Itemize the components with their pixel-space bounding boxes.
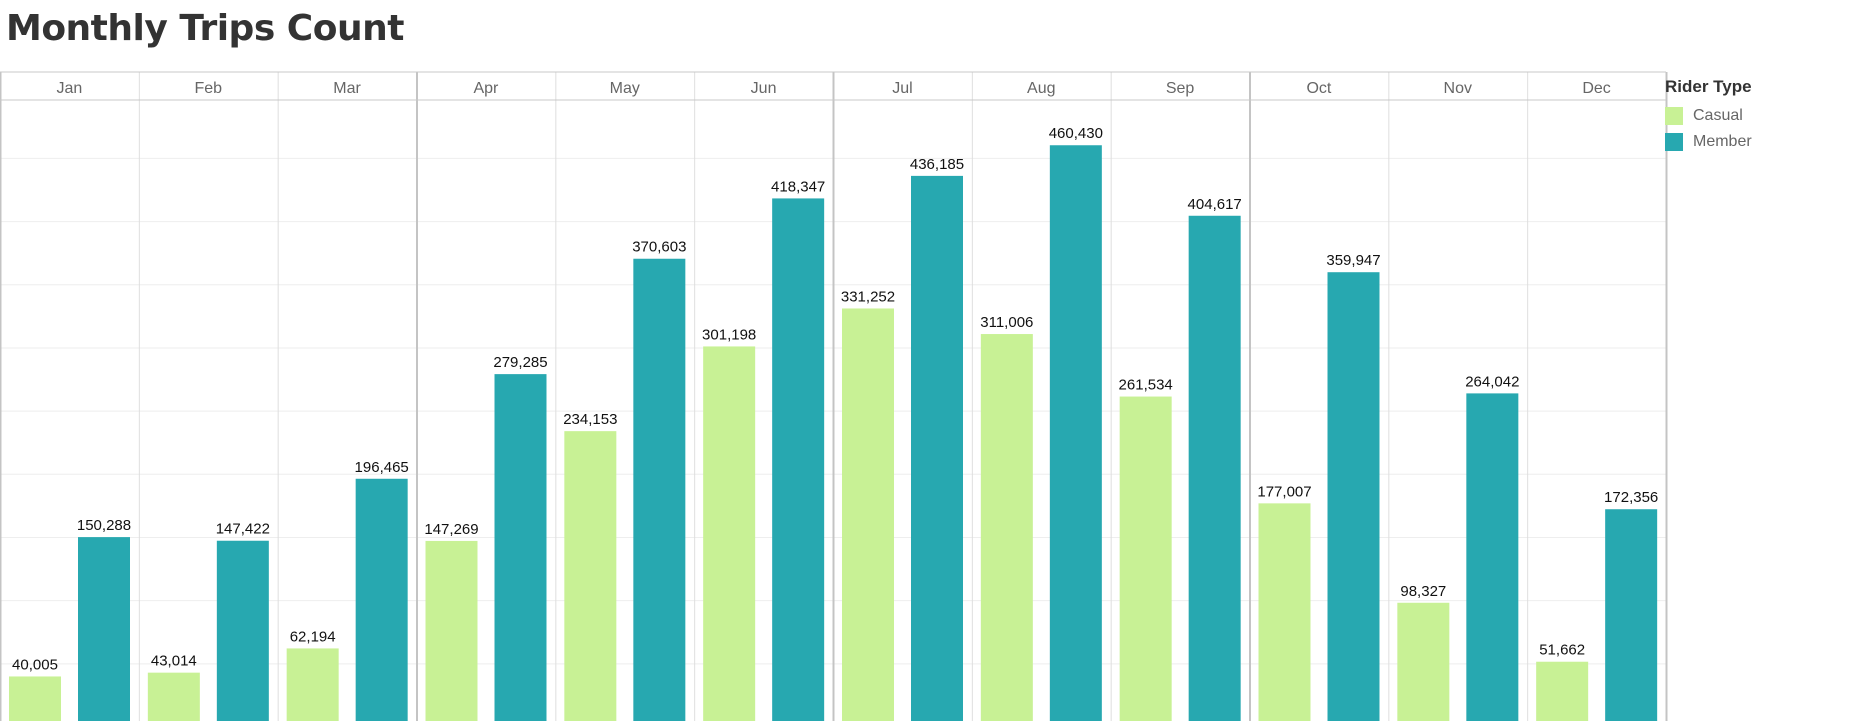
value-label-member-jun: 418,347 xyxy=(771,178,825,195)
bar-member-jul xyxy=(911,175,963,721)
value-label-member-mar: 196,465 xyxy=(355,459,409,476)
legend-swatch-member xyxy=(1665,133,1683,151)
value-label-member-may: 370,603 xyxy=(632,239,686,256)
value-label-member-jan: 150,288 xyxy=(77,517,131,534)
value-label-casual-feb: 43,014 xyxy=(151,653,197,670)
value-label-casual-jul: 331,252 xyxy=(841,288,895,305)
month-label-aug: Aug xyxy=(1027,80,1055,97)
bars xyxy=(9,145,1658,721)
month-label-apr: Apr xyxy=(473,80,499,97)
bar-casual-sep xyxy=(1119,396,1172,721)
value-label-casual-may: 234,153 xyxy=(563,411,617,428)
month-label-feb: Feb xyxy=(194,80,222,97)
legend-label-member: Member xyxy=(1693,133,1752,150)
bar-member-dec xyxy=(1605,509,1658,721)
month-label-nov: Nov xyxy=(1444,80,1472,97)
bar-value-labels: 40,005 43,014 62,194 147,269 234,153 301,198 3… xyxy=(12,125,1658,673)
bar-casual-jun xyxy=(703,346,756,721)
bar-casual-mar xyxy=(286,648,339,721)
legend: Rider Type Casual Member xyxy=(1665,77,1752,155)
month-label-jul: Jul xyxy=(892,80,912,97)
bar-member-aug xyxy=(1049,145,1102,721)
value-label-casual-oct: 177,007 xyxy=(1257,483,1311,500)
grid-lines xyxy=(0,72,1668,721)
month-label-mar: Mar xyxy=(333,80,361,97)
bar-member-nov xyxy=(1466,393,1519,721)
bar-member-oct xyxy=(1327,272,1380,721)
month-label-dec: Dec xyxy=(1582,80,1610,97)
value-label-casual-apr: 147,269 xyxy=(424,521,478,538)
month-label-jan: Jan xyxy=(57,80,83,97)
value-label-member-aug: 460,430 xyxy=(1049,125,1103,142)
month-header: Jan Feb Mar Apr May Jun Jul Aug Sep Oct Nov Dec xyxy=(0,71,1666,101)
value-label-member-apr: 279,285 xyxy=(493,354,547,371)
bar-member-apr xyxy=(494,374,547,721)
month-label-sep: Sep xyxy=(1166,80,1195,97)
bar-casual-apr xyxy=(425,540,478,721)
legend-item-casual[interactable]: Casual xyxy=(1665,103,1752,129)
bar-casual-oct xyxy=(1258,503,1311,721)
value-label-casual-jun: 301,198 xyxy=(702,326,756,343)
bar-casual-aug xyxy=(980,334,1033,721)
bar-member-jun xyxy=(772,198,825,721)
bar-member-feb xyxy=(216,540,269,721)
legend-label-casual: Casual xyxy=(1693,107,1743,124)
month-label-jun: Jun xyxy=(751,80,777,97)
value-label-casual-aug: 311,006 xyxy=(980,314,1033,331)
bar-casual-jan xyxy=(9,676,61,721)
value-label-member-dec: 172,356 xyxy=(1604,489,1658,506)
value-label-member-oct: 359,947 xyxy=(1326,252,1380,269)
value-label-casual-jan: 40,005 xyxy=(12,656,58,673)
bar-member-jan xyxy=(78,537,130,721)
value-label-member-sep: 404,617 xyxy=(1188,196,1242,213)
bar-member-may xyxy=(633,258,686,721)
value-label-member-nov: 264,042 xyxy=(1465,373,1519,390)
value-label-casual-nov: 98,327 xyxy=(1400,583,1446,600)
value-label-member-jul: 436,185 xyxy=(910,156,964,173)
bar-casual-feb xyxy=(147,672,200,721)
bar-casual-nov xyxy=(1397,602,1450,721)
chart-title: Monthly Trips Count xyxy=(6,8,404,49)
legend-item-member[interactable]: Member xyxy=(1665,129,1752,155)
bar-casual-may xyxy=(564,431,617,721)
value-label-member-feb: 147,422 xyxy=(216,521,270,538)
value-label-casual-sep: 261,534 xyxy=(1119,377,1173,394)
month-label-may: May xyxy=(610,80,640,97)
value-label-casual-mar: 62,194 xyxy=(290,628,336,645)
value-label-casual-dec: 51,662 xyxy=(1539,642,1585,659)
bar-casual-dec xyxy=(1536,661,1589,721)
legend-title: Rider Type xyxy=(1665,77,1752,96)
month-label-oct: Oct xyxy=(1306,80,1331,97)
bar-member-mar xyxy=(355,478,408,721)
bar-casual-jul xyxy=(842,308,894,721)
bar-member-sep xyxy=(1188,215,1241,721)
legend-swatch-casual xyxy=(1665,107,1683,125)
